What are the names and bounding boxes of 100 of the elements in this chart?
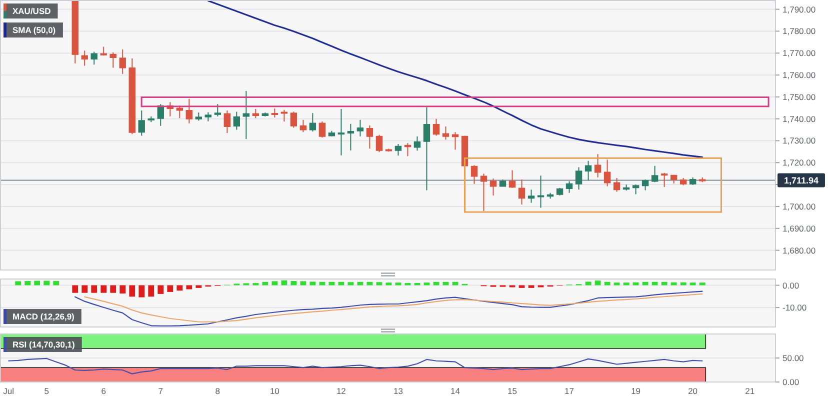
candlestick [622, 184, 630, 191]
candlestick [300, 119, 307, 133]
line-series [74, 290, 703, 326]
candlestick [528, 189, 535, 204]
candlestick [689, 176, 696, 186]
y-tick-label: -10.00 [782, 302, 807, 313]
candlestick [385, 148, 392, 152]
y-tick-label: 1,770.00 [782, 48, 816, 58]
line-series [8, 358, 703, 374]
x-tick-label: 8 [215, 386, 220, 396]
candlestick [280, 109, 288, 122]
candlestick [224, 110, 231, 134]
candlestick [604, 159, 611, 187]
candlestick [271, 108, 278, 118]
candlestick [376, 134, 383, 153]
x-tick-label: 5 [44, 386, 50, 396]
candlestick [518, 179, 526, 205]
candlestick [508, 170, 516, 188]
candlestick [233, 111, 240, 130]
y-tick-label: 1,680.00 [782, 245, 816, 256]
candlestick [613, 177, 620, 192]
candlestick [338, 108, 345, 156]
y-tick-label: 1,780.00 [782, 26, 816, 36]
x-tick-label: 6 [101, 386, 106, 396]
x-tick-label: 10 [270, 386, 280, 396]
candlestick [651, 165, 658, 183]
x-tick-label: Jul [3, 386, 14, 396]
y-tick-label: 1,720.00 [782, 158, 816, 168]
x-tick-label: 13 [393, 386, 404, 396]
candlestick [110, 52, 116, 68]
candlestick [204, 112, 212, 122]
candlestick [356, 119, 364, 137]
legend-label: SMA (50,0) [12, 25, 56, 35]
y-tick-label: 1,790.00 [782, 4, 816, 14]
x-tick-label: 20 [688, 386, 698, 396]
candlestick [404, 142, 412, 157]
line-series [207, 0, 704, 158]
candlestick [632, 184, 640, 195]
candlestick [680, 177, 687, 186]
legend-label: RSI (14,70,30,1) [12, 340, 76, 350]
x-tick-label: 7 [158, 386, 164, 396]
y-tick-label: 0.00 [782, 280, 800, 290]
candlestick [414, 136, 421, 152]
candlestick [480, 173, 488, 212]
x-tick-label: 17 [564, 386, 574, 396]
candlestick [90, 51, 98, 65]
candlestick [214, 104, 222, 117]
candlestick [546, 192, 554, 200]
candlestick [81, 50, 88, 66]
y-tick-label: 1,690.00 [782, 223, 816, 234]
candlestick [72, 0, 78, 64]
candlestick [148, 116, 154, 123]
x-tick-label: 19 [631, 386, 641, 396]
x-tick-label: 21 [745, 386, 755, 396]
y-tick-label: 1,700.00 [782, 201, 816, 212]
candlestick [556, 187, 564, 196]
x-tick-label: 15 [508, 386, 518, 396]
candlestick [309, 112, 316, 132]
candlestick [100, 46, 107, 56]
line-series [84, 293, 703, 322]
candlestick [394, 144, 402, 156]
ref-line-label: 1,711.94 [784, 175, 819, 186]
candlestick [119, 48, 126, 74]
candlestick [584, 160, 592, 182]
candlestick [660, 172, 668, 188]
legend-label: MACD (12,26,9) [12, 312, 75, 322]
candlestick [642, 179, 649, 191]
candlestick [128, 58, 136, 135]
candlestick [490, 178, 497, 196]
candlestick [537, 175, 544, 208]
x-tick-label: 14 [450, 386, 460, 396]
legend-label: XAU/USD [12, 6, 51, 16]
candlestick [186, 98, 192, 124]
candlestick [452, 132, 459, 150]
candlestick [432, 118, 440, 136]
y-tick-label: 0.00 [782, 377, 800, 387]
candlestick [698, 176, 706, 183]
candlestick [252, 108, 260, 119]
candlestick [670, 174, 678, 184]
candlestick [499, 179, 506, 187]
y-tick-label: 1,740.00 [782, 114, 816, 124]
candlestick [470, 164, 478, 184]
candlestick [442, 126, 450, 140]
candlestick [366, 124, 374, 150]
candlestick [347, 123, 354, 151]
candlestick [195, 112, 202, 122]
candlestick [575, 166, 582, 190]
candlestick [290, 111, 298, 128]
candlestick [318, 120, 326, 138]
y-tick-label: 1,760.00 [782, 70, 816, 80]
candlestick [138, 110, 145, 136]
candlestick [423, 106, 430, 191]
candlestick [157, 104, 164, 126]
candlestick [242, 90, 250, 140]
candlestick [594, 154, 602, 178]
y-tick-label: 1,730.00 [782, 136, 816, 146]
candlestick [176, 104, 183, 119]
candlestick [328, 130, 336, 137]
candlestick [566, 180, 573, 194]
x-tick-label: 12 [336, 386, 346, 396]
